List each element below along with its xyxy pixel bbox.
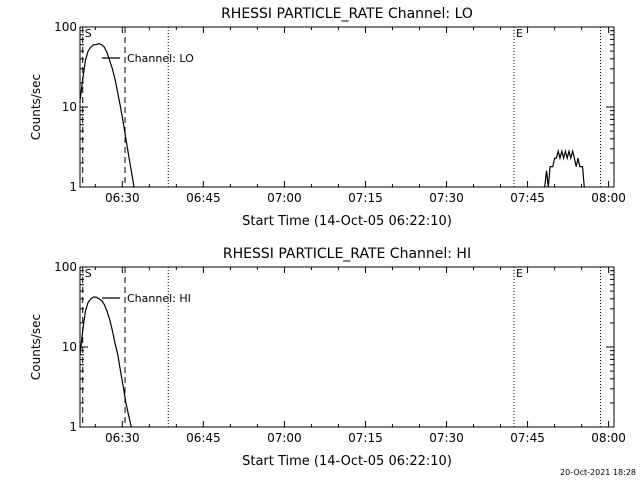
chart-title: RHESSI PARTICLE_RATE Channel: LO xyxy=(221,6,473,22)
y-axis-label: Counts/sec xyxy=(29,74,43,140)
x-tick-label: 06:30 xyxy=(105,431,140,445)
x-tick-label: 07:45 xyxy=(510,431,545,445)
x-tick-label: 07:45 xyxy=(510,191,545,205)
time-marker-label: S xyxy=(85,27,92,40)
chart-title: RHESSI PARTICLE_RATE Channel: HI xyxy=(223,246,471,262)
x-tick-label: 07:15 xyxy=(348,431,383,445)
time-marker-label: E xyxy=(516,267,523,280)
chart-panel-hi: RHESSI PARTICLE_RATE Channel: HI Counts/… xyxy=(29,246,626,469)
time-marker-label: S xyxy=(85,267,92,280)
y-tick-label: 1 xyxy=(69,180,77,194)
x-tick-label: 07:00 xyxy=(267,431,302,445)
legend-label: Channel: LO xyxy=(127,52,194,65)
series-line xyxy=(80,42,135,187)
x-tick-label: 08:00 xyxy=(591,191,626,205)
y-tick-label: 10 xyxy=(62,100,77,114)
y-tick-label: 100 xyxy=(54,20,77,34)
plot-layer: 06:30 06:45 07:00 07:15 07:30 07:45 08:00 1 10 10… xyxy=(54,260,626,445)
y-tick-label: 100 xyxy=(54,260,77,274)
x-tick-label: 07:30 xyxy=(429,431,464,445)
legend-label: Channel: HI xyxy=(127,292,191,305)
y-axis-label: Counts/sec xyxy=(29,314,43,380)
y-tick-label: 1 xyxy=(69,420,77,434)
x-axis-label: Start Time (14-Oct-05 06:22:10) xyxy=(242,214,452,229)
x-tick-label: 07:30 xyxy=(429,191,464,205)
chart-panel-lo: RHESSI PARTICLE_RATE Channel: LO Counts/… xyxy=(29,6,626,229)
x-tick-label: 08:00 xyxy=(591,431,626,445)
footer-timestamp: 20-Oct-2021 18:28 xyxy=(560,468,636,477)
y-tick-label: 10 xyxy=(62,340,77,354)
x-tick-label: 07:00 xyxy=(267,191,302,205)
x-tick-label: 06:30 xyxy=(105,191,140,205)
x-axis-label: Start Time (14-Oct-05 06:22:10) xyxy=(242,454,452,469)
series-line xyxy=(80,296,132,427)
plot-layer: 06:30 06:45 07:00 07:15 07:30 07:45 08:00 1 10 10… xyxy=(54,20,626,205)
x-tick-label: 07:15 xyxy=(348,191,383,205)
series-line xyxy=(544,148,585,187)
x-tick-label: 06:45 xyxy=(186,431,221,445)
time-marker-label: E xyxy=(516,27,523,40)
x-tick-label: 06:45 xyxy=(186,191,221,205)
